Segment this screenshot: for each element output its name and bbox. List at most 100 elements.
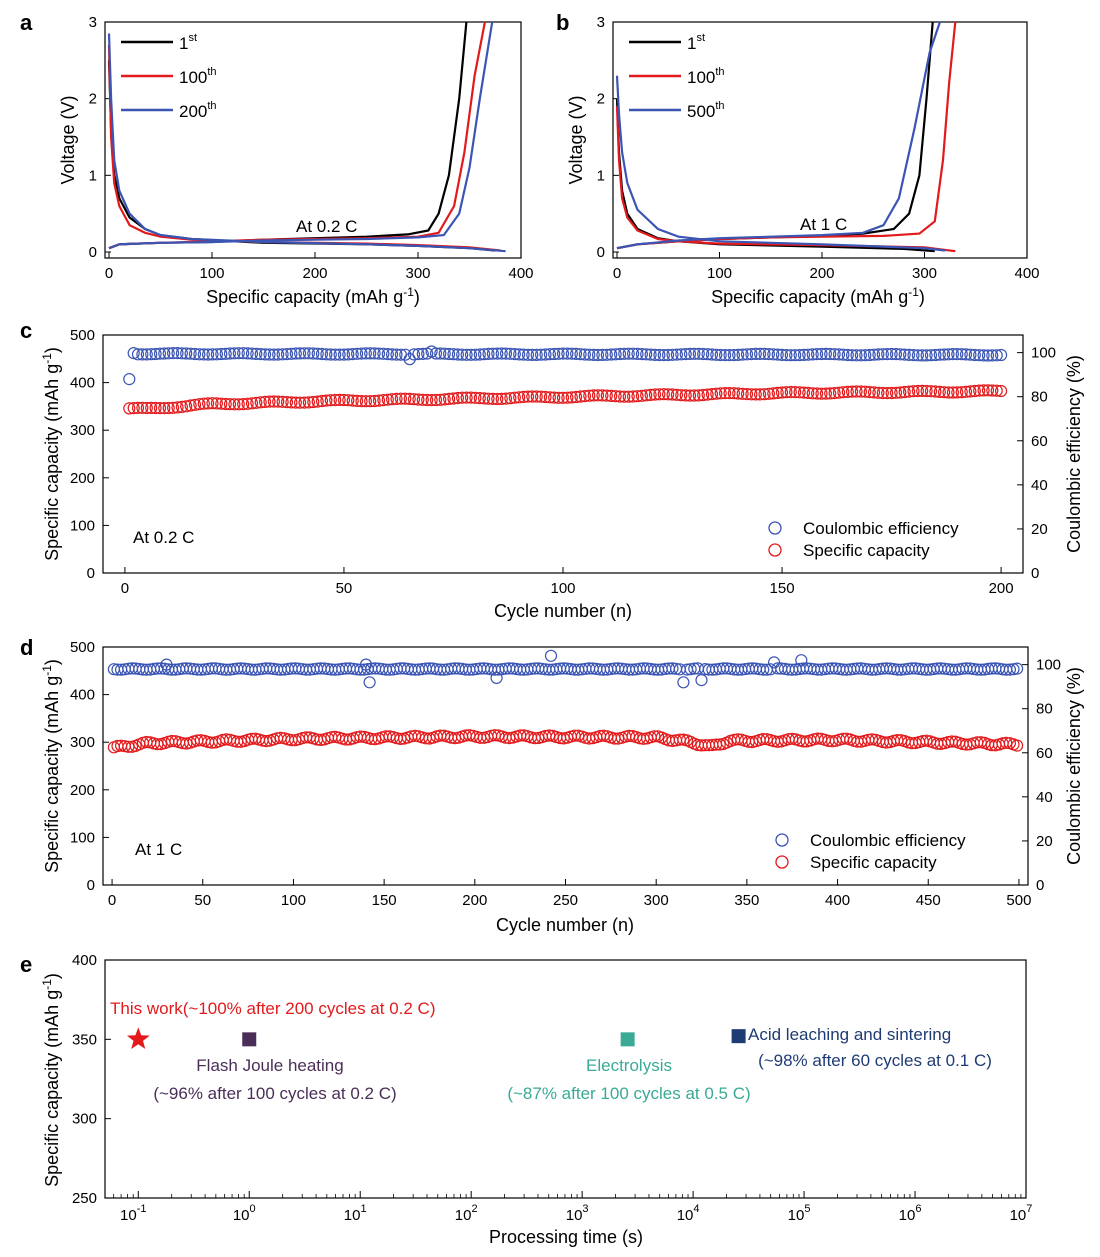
panel-c-ce-point xyxy=(526,348,539,361)
panel-c-ce-point xyxy=(675,348,688,361)
panel-c-capacity-point xyxy=(491,392,504,406)
panel-c-capacity-point xyxy=(937,386,951,399)
panel-d-xtick-label-400: 400 xyxy=(825,892,850,909)
panel-c-ce-point xyxy=(775,348,789,361)
panel-c-ce-point xyxy=(171,347,184,360)
panel-c-capacity-point xyxy=(184,399,197,412)
panel-d-y-ticks: 0 100 200 300 400 500 xyxy=(70,639,109,894)
panel-c-capacity-point xyxy=(351,394,364,407)
panel-c-capacity-point xyxy=(131,401,145,414)
panel-c-ce-point xyxy=(688,347,701,360)
panel-c-capacity-point xyxy=(771,386,784,399)
panel-c-capacity-point xyxy=(539,390,552,404)
panel-c-ce-point xyxy=(872,348,885,361)
panel-c-capacity-point xyxy=(810,387,824,400)
panel-d-ce-point xyxy=(160,658,173,671)
panel-c-capacity-point xyxy=(127,402,140,415)
panel-c-capacity-point xyxy=(237,398,250,411)
panel-c-capacity-point xyxy=(443,392,456,405)
panel-c-capacity-point xyxy=(548,391,561,404)
panel-c-capacity-point xyxy=(591,389,605,402)
panel-c-ce-point xyxy=(640,348,653,361)
panel-c-capacity-point xyxy=(333,393,346,406)
panel-c-capacity-point xyxy=(175,400,188,413)
panel-c-capacity-point xyxy=(924,385,938,398)
panel-c-ce-point xyxy=(197,348,210,361)
panel-c-y2-axis-label: Coulombic efficiency (%) xyxy=(1064,355,1084,553)
panel-c-capacity-point xyxy=(329,393,342,407)
panel-d-y2tick-label-60: 60 xyxy=(1036,745,1053,762)
panel-c-capacity-point xyxy=(653,388,666,401)
panel-c-ce-point xyxy=(802,348,815,361)
panel-c-ce-point xyxy=(732,348,745,361)
panel-d-legend: Coulombic efficiency Specific capacity xyxy=(775,831,966,872)
panel-c-capacity-point xyxy=(259,395,272,408)
panel-d-xtick-label-50: 50 xyxy=(194,892,211,909)
panel-c-ce-point xyxy=(618,347,631,360)
panel-c-ce-point xyxy=(456,348,469,361)
panel-c-ytick-label-100: 100 xyxy=(70,517,95,534)
panel-c-capacity-point xyxy=(250,396,263,409)
panel-c-capacity-point xyxy=(482,392,495,405)
panel-c-capacity-point xyxy=(456,391,469,404)
panel-c-ce-point xyxy=(653,348,666,362)
panel-c-ce-point xyxy=(175,347,188,360)
panel-c-capacity-point xyxy=(438,393,451,406)
panel-c-ce-point xyxy=(372,347,386,360)
panel-c-ce-point xyxy=(504,347,517,360)
panel-c-ce-point xyxy=(259,348,272,361)
panel-c-ce-point xyxy=(942,348,955,361)
panel-c-capacity-point xyxy=(881,387,894,400)
panel-c-ce-point xyxy=(158,347,171,360)
panel-c-capacity-point xyxy=(828,387,841,400)
panel-d-cycling-1c: d 0 50 100 150 200 250 300 350 400 450 500 0100200… xyxy=(20,635,1084,935)
panel-a-ytick-label-3: 3 xyxy=(89,14,97,31)
panel-c-ce-point xyxy=(548,347,561,361)
panel-c-capacity-point xyxy=(543,391,557,404)
panel-b-x-axis-label: Specific capacity (mAh g-1) xyxy=(711,285,925,307)
panel-c-capacity-point xyxy=(867,386,881,399)
panel-c-capacity-point xyxy=(802,386,815,399)
panel-c-ce-point xyxy=(929,348,942,362)
panel-c-ce-point xyxy=(136,348,149,361)
panel-b-curve-500-charge xyxy=(616,21,941,250)
panel-c-capacity-point xyxy=(508,391,521,404)
panel-c-capacity-point xyxy=(578,390,592,403)
panel-d-ce-point xyxy=(695,673,708,687)
panel-c-ce-point xyxy=(981,349,995,362)
panel-e-xtick-label-5: 105 xyxy=(788,1203,811,1224)
panel-c-ce-point xyxy=(543,348,557,361)
panel-c-legend: Coulombic efficiency Specific capacity xyxy=(768,519,959,560)
panel-c-ce-point xyxy=(644,348,657,361)
panel-c-ce-point xyxy=(753,347,767,360)
panel-d-capacity-point xyxy=(1010,739,1024,752)
panel-c-ce-point xyxy=(565,347,578,360)
panel-c-ce-point xyxy=(368,347,381,360)
panel-b-xtick-label-200: 200 xyxy=(809,265,834,282)
panel-c-ce-point xyxy=(123,373,136,386)
panel-d-x-axis-label: Cycle number (n) xyxy=(496,915,634,935)
panel-d-ce-point xyxy=(1010,662,1024,675)
panel-c-capacity-point xyxy=(289,396,302,409)
panel-b-xtick-label-300: 300 xyxy=(912,265,937,282)
panel-c-ce-point xyxy=(451,348,464,361)
panel-c-ce-point xyxy=(727,349,741,362)
panel-e-label-1: Flash Joule heating xyxy=(196,1056,343,1075)
panel-c-capacity-point xyxy=(315,394,329,408)
panel-c-capacity-point xyxy=(710,387,723,400)
panel-b-legend: 1st 100th 500th xyxy=(629,32,725,121)
panel-c-ce-point xyxy=(824,347,837,361)
panel-c-capacity-point xyxy=(845,385,859,398)
panel-d-ce-point xyxy=(757,663,770,676)
panel-b-curve-100-charge xyxy=(616,21,957,250)
panel-c-capacity-point xyxy=(267,395,280,408)
panel-c-ce-point xyxy=(162,347,175,360)
panel-c-capacity-point xyxy=(412,393,425,406)
panel-c-capacity-point xyxy=(219,397,232,411)
panel-d-ce-point xyxy=(359,658,373,671)
panel-c-ce-point xyxy=(320,348,333,361)
panel-c-ce-point xyxy=(850,349,863,362)
panel-c-ce-point xyxy=(298,347,311,360)
panel-c-capacity-point xyxy=(859,385,872,398)
panel-c-ce-point xyxy=(591,348,605,362)
